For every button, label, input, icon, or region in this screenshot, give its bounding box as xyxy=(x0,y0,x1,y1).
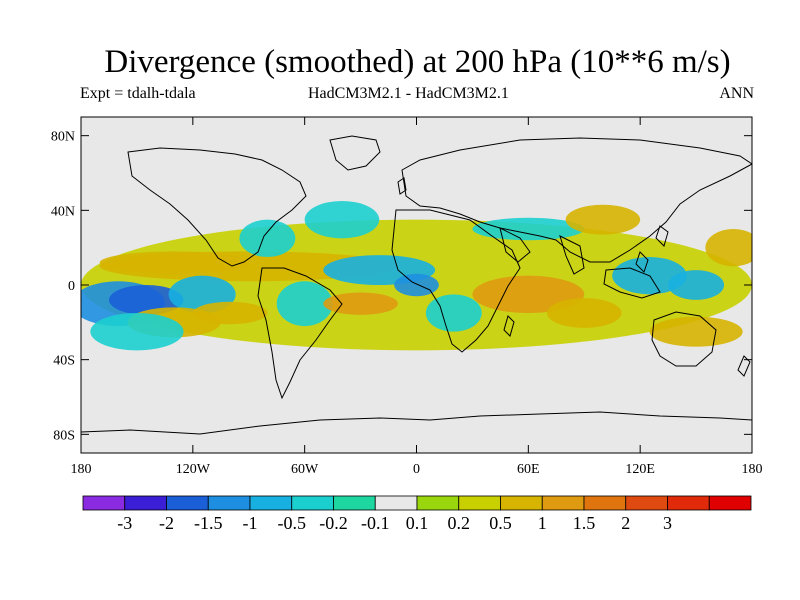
colorbar-label: -1 xyxy=(243,513,258,533)
colorbar-label: 0.2 xyxy=(448,513,471,533)
colorbar-swatch xyxy=(583,495,627,511)
plot-title: Divergence (smoothed) at 200 hPa (10**6 … xyxy=(104,44,731,80)
colorbar-swatch xyxy=(207,495,251,511)
colorbar-label: 1 xyxy=(538,513,547,533)
colorbar-label: 0.1 xyxy=(406,513,429,533)
colorbar-swatch xyxy=(249,495,293,511)
divergence-cell xyxy=(108,285,184,315)
divergence-cell xyxy=(394,273,439,297)
divergence-cell xyxy=(668,270,725,300)
colorbar: -3 -2 -1.5 -1 -0.5 -0.2 -0.1 0.1 0.2 0.5 1 1.5 2 3 xyxy=(82,495,752,533)
divergence-cell xyxy=(425,294,482,332)
divergence-cell xyxy=(239,219,296,257)
x-tick-label: 60E xyxy=(517,462,540,477)
divergence-cell xyxy=(705,229,752,267)
map-axes: 80N 40N 0 40S 80S 180 120W 60W 0 60E 120E 180 xyxy=(51,117,763,477)
x-tick-label: 120E xyxy=(625,462,655,477)
divergence-cell xyxy=(649,316,743,347)
divergence-cell xyxy=(472,217,585,241)
x-tick-label: 180 xyxy=(742,462,763,477)
divergence-cell xyxy=(546,298,622,328)
colorbar-swatch xyxy=(333,495,376,511)
divergence-cell xyxy=(276,281,333,327)
colorbar-label: 2 xyxy=(621,513,630,533)
colorbar-swatch xyxy=(500,495,543,511)
colorbar-swatch xyxy=(667,495,710,511)
colorbar-swatch xyxy=(708,495,752,511)
experiment-label: Expt = tdalh-tdala xyxy=(80,85,196,102)
colorbar-swatch xyxy=(374,495,418,511)
colorbar-swatch xyxy=(458,495,501,511)
y-tick-label: 80S xyxy=(53,428,75,443)
colorbar-label: -2 xyxy=(159,513,174,533)
y-tick-label: 80N xyxy=(51,130,75,145)
colorbar-label: -0.5 xyxy=(278,513,307,533)
colorbar-label: 1.5 xyxy=(573,513,596,533)
x-tick-label: 120W xyxy=(176,462,211,477)
colorbar-swatch xyxy=(291,495,334,511)
y-tick-label: 40S xyxy=(53,354,75,369)
coastlines xyxy=(81,135,752,435)
colorbar-label: -0.1 xyxy=(361,513,390,533)
colorbar-swatch xyxy=(541,495,585,511)
colorbar-label: -1.5 xyxy=(194,513,223,533)
season-label: ANN xyxy=(719,85,754,102)
colorbar-swatch xyxy=(82,495,126,511)
colorbar-swatch xyxy=(124,495,167,511)
x-tick-label: 60W xyxy=(291,462,319,477)
y-tick-label: 0 xyxy=(68,279,75,294)
divergence-cell xyxy=(323,292,398,315)
divergence-cell xyxy=(192,301,268,325)
colorbar-swatch xyxy=(166,495,209,511)
colorbar-label: -0.2 xyxy=(319,513,348,533)
divergence-cell xyxy=(304,201,380,239)
x-tick-label: 180 xyxy=(71,462,92,477)
divergence-cell xyxy=(99,251,249,274)
colorbar-swatch xyxy=(416,495,460,511)
model-label: HadCM3M2.1 - HadCM3M2.1 xyxy=(308,85,509,102)
divergence-cell xyxy=(565,204,641,235)
colorbar-label: 0.5 xyxy=(489,513,512,533)
divergence-cell xyxy=(90,313,184,351)
colorbar-label: -3 xyxy=(117,513,132,533)
y-tick-label: 40N xyxy=(51,204,75,219)
colorbar-swatch xyxy=(625,495,668,511)
divergence-field xyxy=(81,201,752,351)
x-tick-label: 0 xyxy=(413,462,420,477)
colorbar-label: 3 xyxy=(663,513,672,533)
